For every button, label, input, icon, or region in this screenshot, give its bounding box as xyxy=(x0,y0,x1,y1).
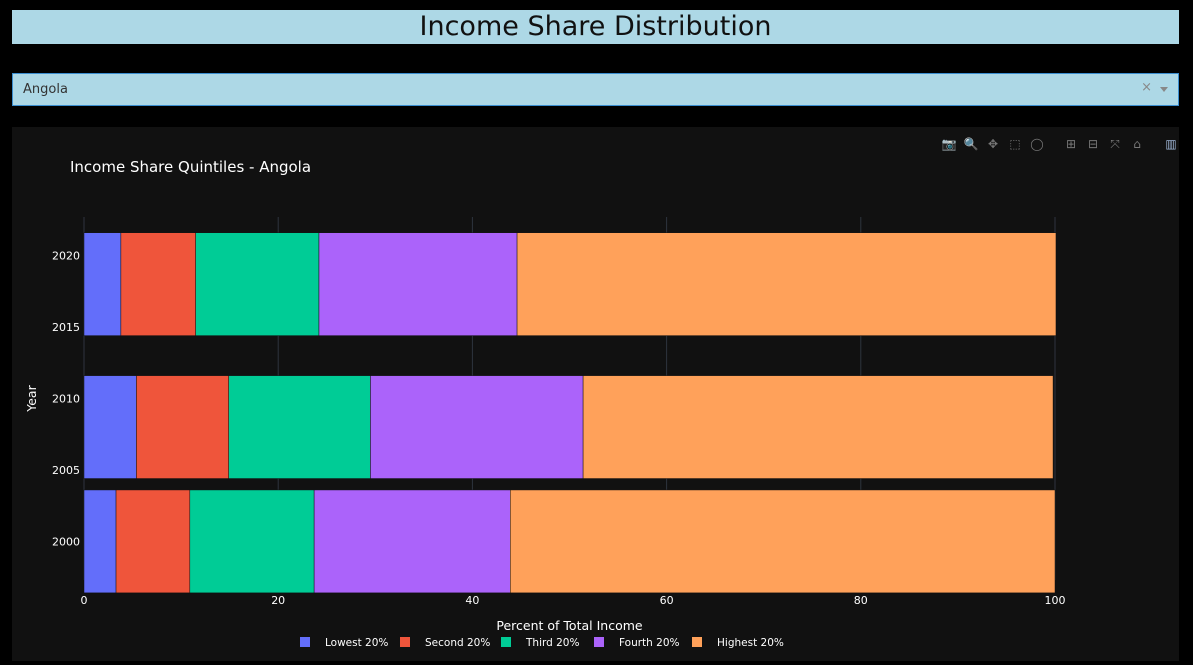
x-axis-title: Percent of Total Income xyxy=(496,618,643,633)
y-tick-label: 2005 xyxy=(52,464,80,477)
bar-segment xyxy=(120,232,196,336)
bar-segment xyxy=(83,375,137,479)
reset-axes-icon[interactable]: ⌂ xyxy=(1133,137,1141,151)
pan-icon[interactable]: ✥ xyxy=(987,137,999,151)
legend-swatch xyxy=(594,637,604,647)
bar-segment xyxy=(228,375,371,479)
bar-segment xyxy=(582,375,1054,479)
x-tick-label: 80 xyxy=(854,594,868,607)
y-tick-label: 2000 xyxy=(52,535,80,548)
y-axis-title: Year xyxy=(24,384,39,412)
chevron-down-icon[interactable] xyxy=(1160,87,1168,92)
camera-icon[interactable]: 📷 xyxy=(941,137,957,151)
bar-segment xyxy=(313,489,511,594)
country-dropdown[interactable]: Angola × xyxy=(12,73,1179,106)
x-tick-label: 100 xyxy=(1045,594,1066,607)
chart-title: Income Share Quintiles - Angola xyxy=(70,158,311,176)
x-tick-label: 0 xyxy=(81,594,88,607)
legend-swatch xyxy=(300,637,310,647)
bar-segment xyxy=(115,489,191,594)
legend-swatch xyxy=(692,637,702,647)
bar-segment xyxy=(83,232,122,336)
y-tick-label: 2015 xyxy=(52,321,80,334)
legend-item-label: Lowest 20% xyxy=(325,637,388,649)
autoscale-icon[interactable]: ⤧ xyxy=(1110,137,1120,151)
legend-item-label: Fourth 20% xyxy=(619,637,680,649)
zoom-icon[interactable]: 🔍 xyxy=(963,137,979,151)
legend-item-label: Third 20% xyxy=(525,637,579,649)
chart-panel: 📷 🔍 ✥ ⬚ ◯ ⊞ ⊟ ⤧ ⌂ ▥ Income Share Quintiles - Ango… xyxy=(12,127,1179,661)
legend-swatch xyxy=(501,637,511,647)
x-tick-label: 60 xyxy=(660,594,674,607)
lasso-icon[interactable]: ◯ xyxy=(1030,137,1044,151)
clear-icon[interactable]: × xyxy=(1141,80,1152,95)
bar-segment xyxy=(195,232,320,336)
bar-segment xyxy=(510,489,1056,594)
country-dropdown-value: Angola xyxy=(23,82,68,97)
modebar: 📷 🔍 ✥ ⬚ ◯ ⊞ ⊟ ⤧ ⌂ ▥ xyxy=(942,136,1186,152)
bar-segment xyxy=(318,232,518,336)
legend-item-label: Highest 20% xyxy=(717,637,784,649)
income-share-chart: Income Share Quintiles - Angola 0 20 40 60 80… xyxy=(24,158,1066,649)
zoom-in-icon[interactable]: ⊞ xyxy=(1065,137,1077,151)
bar-segment xyxy=(370,375,584,479)
bar-segment xyxy=(83,489,117,594)
page-title: Income Share Distribution xyxy=(12,10,1179,44)
zoom-out-icon[interactable]: ⊟ xyxy=(1087,137,1099,151)
legend-item-label: Second 20% xyxy=(425,637,490,649)
legend-swatch xyxy=(400,637,410,647)
y-tick-label: 2020 xyxy=(52,250,80,263)
x-tick-label: 20 xyxy=(271,594,285,607)
plotly-logo-icon[interactable]: ▥ xyxy=(1165,137,1177,151)
bar-segment xyxy=(136,375,229,479)
y-tick-label: 2010 xyxy=(52,393,80,406)
box-select-icon[interactable]: ⬚ xyxy=(1009,137,1021,151)
bar-segment xyxy=(516,232,1057,336)
bar-segment xyxy=(189,489,315,594)
x-tick-label: 40 xyxy=(465,594,479,607)
